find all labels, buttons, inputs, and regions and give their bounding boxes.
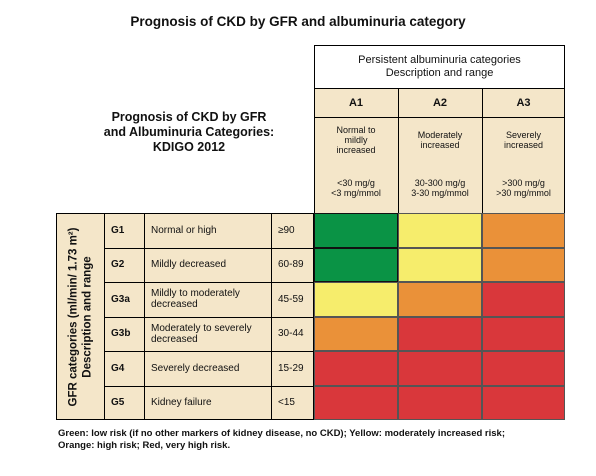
risk-cell-yellow: [398, 247, 482, 282]
a1-desc-line-2: mildly: [344, 135, 368, 145]
albuminuria-range-a2: 30-300 mg/g 3-30 mg/mmol: [398, 163, 482, 213]
gfr-range: 15-29: [278, 362, 304, 374]
a3-desc-line-1: Severely: [505, 130, 541, 140]
a2-range-line-1: 30-300 mg/g: [414, 178, 466, 188]
gfr-code: G1: [111, 224, 125, 236]
risk-cell-red: [482, 316, 565, 351]
gfr-range: <15: [278, 397, 295, 409]
albuminuria-col-divider: [482, 89, 483, 213]
subtitle: Prognosis of CKD by GFR and Albuminuria …: [86, 110, 292, 155]
risk-cell-green: [314, 247, 398, 282]
albuminuria-desc-a3: Severely increased: [482, 117, 565, 163]
risk-cell-orange: [482, 213, 565, 248]
gfr-description: Normal or high: [151, 224, 217, 236]
a1-desc-line-1: Normal to: [336, 125, 376, 135]
albuminuria-desc-a1: Normal to mildly increased: [314, 117, 398, 163]
albuminuria-code-a2: A2: [432, 97, 448, 109]
a3-range-line-2: >30 mg/mmol: [496, 188, 551, 198]
gfr-row-divider: [104, 316, 314, 318]
gfr-row-divider: [104, 282, 314, 283]
gfr-code: G2: [111, 259, 125, 271]
gfr-description: Kidney failure: [151, 397, 212, 409]
gfr-description: Moderately to severely decreased: [151, 322, 252, 345]
risk-cell-red: [398, 351, 482, 386]
subtitle-line-1: Prognosis of CKD by GFR: [111, 110, 267, 124]
gfr-description: Mildly decreased: [151, 259, 227, 271]
risk-cell-yellow: [398, 213, 482, 248]
gfr-range: ≥90: [278, 224, 295, 236]
gfr-code: G3a: [111, 293, 130, 305]
gfr-range: 60-89: [278, 259, 304, 271]
gfr-row-divider: [104, 351, 314, 352]
gfr-range: 45-59: [278, 293, 304, 305]
gfr-description: Mildly to moderately decreased: [151, 288, 240, 311]
a1-range-line-2: <3 mg/mmol: [331, 188, 381, 198]
a2-desc-line-1: Moderately: [417, 130, 463, 140]
gfr-code: G5: [111, 397, 125, 409]
albuminuria-desc-a2: Moderately increased: [398, 117, 482, 163]
albuminuria-code-a1: A1: [348, 97, 364, 109]
a2-desc-line-2: increased: [420, 140, 460, 150]
gfr-code: G3b: [111, 328, 131, 340]
subtitle-line-2: and Albuminuria Categories:: [103, 125, 275, 139]
albuminuria-row-divider: [314, 117, 565, 118]
footnote-line-2: Orange: high risk; Red, very high risk.: [58, 440, 231, 451]
albuminuria-header-line-2: Description and range: [385, 67, 494, 79]
risk-cell-yellow: [314, 282, 398, 317]
gfr-row-divider: [104, 385, 314, 387]
a1-range-line-1: <30 mg/g: [337, 178, 375, 188]
a2-range-line-2: 3-30 mg/mmol: [411, 188, 469, 198]
footnote-line-1: Green: low risk (if no other markers of …: [58, 428, 505, 439]
gfr-header-line-1: GFR categories (ml/min/ 1.73 m²): [67, 227, 79, 406]
gfr-range: 30-44: [278, 328, 304, 340]
a3-desc-line-2: increased: [503, 140, 544, 150]
risk-cell-red: [398, 385, 482, 420]
gfr-row-divider: [104, 247, 314, 249]
risk-cell-red: [482, 385, 565, 420]
albuminuria-code-a3: A3: [516, 97, 531, 109]
risk-cell-green: [314, 213, 398, 248]
risk-grid: [314, 213, 565, 420]
albuminuria-range-a1: <30 mg/g <3 mg/mmol: [314, 163, 398, 213]
risk-cell-red: [482, 282, 565, 317]
gfr-header-line-2: Description and range: [81, 255, 93, 378]
subtitle-line-3: KDIGO 2012: [152, 140, 226, 154]
albuminuria-header-line-1: Persistent albuminuria categories: [358, 54, 521, 66]
gfr-code: G4: [111, 362, 125, 374]
risk-cell-red: [482, 351, 565, 386]
a3-range-line-1: >300 mg/g: [502, 178, 545, 188]
risk-cell-red: [314, 385, 398, 420]
risk-cell-orange: [482, 247, 565, 282]
footnote: Green: low risk (if no other markers of …: [58, 428, 588, 452]
risk-cell-red: [398, 316, 482, 351]
albuminuria-header: Persistent albuminuria categories Descri…: [314, 45, 565, 89]
albuminuria-range-a3: >300 mg/g >30 mg/mmol: [482, 163, 565, 213]
a1-desc-line-3: increased: [336, 145, 376, 155]
risk-cell-orange: [314, 316, 398, 351]
risk-cell-red: [314, 351, 398, 386]
page-title: Prognosis of CKD by GFR and albuminuria …: [130, 14, 466, 29]
albuminuria-columns-band: [314, 89, 565, 213]
albuminuria-col-divider: [398, 89, 399, 213]
risk-cell-orange: [398, 282, 482, 317]
gfr-description: Severely decreased: [151, 362, 240, 374]
gfr-header: GFR categories (ml/min/ 1.73 m²) Descrip…: [56, 213, 104, 420]
